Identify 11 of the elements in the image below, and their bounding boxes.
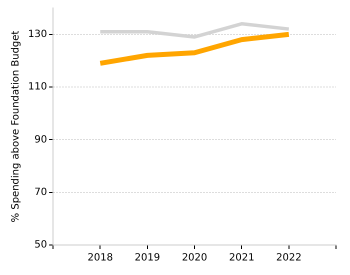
x-tick-label: 2019: [134, 252, 160, 264]
x-tick-label: 2021: [228, 252, 254, 264]
x-tick-label: 2020: [182, 252, 208, 264]
y-tick-label: 110: [28, 82, 48, 93]
y-tick-label: 130: [28, 28, 48, 40]
y-tick-label: 90: [34, 134, 48, 146]
y-tick-label: 70: [34, 186, 48, 198]
y-tick-label: 50: [34, 240, 48, 251]
y-axis-title: % Spending above Foundation Budget: [10, 30, 22, 222]
x-tick-label: 2022: [276, 252, 302, 264]
x-tick-label: 2018: [88, 252, 113, 264]
